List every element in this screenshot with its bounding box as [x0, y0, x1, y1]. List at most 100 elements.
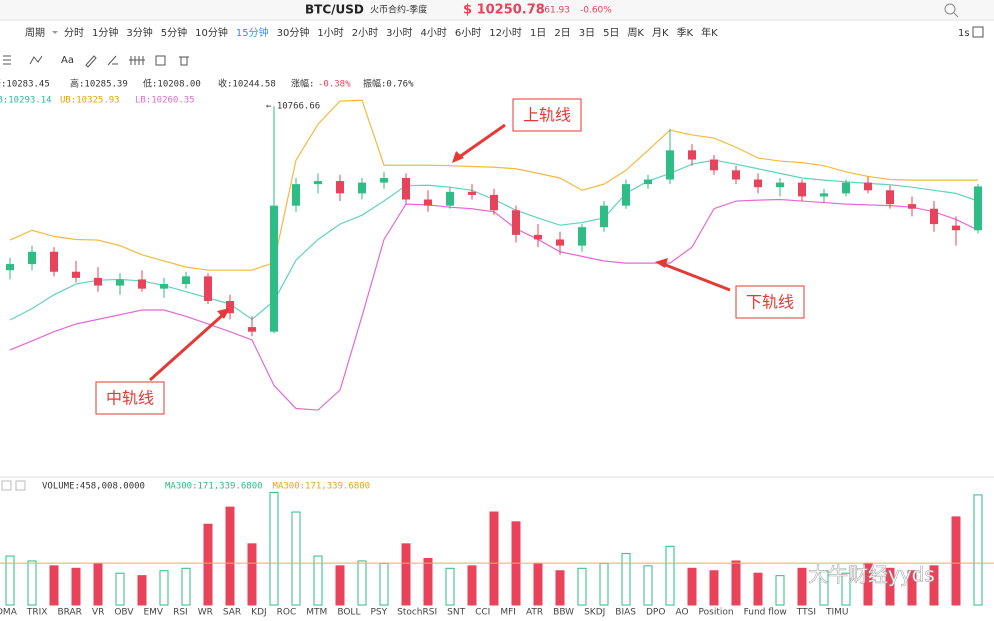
volume-bar	[731, 560, 741, 606]
indicator-tab[interactable]: PSY	[370, 608, 387, 618]
volume-legend: MA300:171,339.6800	[165, 482, 263, 492]
indicator-tab[interactable]: TIMU	[825, 608, 849, 618]
indicator-tab[interactable]: WR	[198, 608, 213, 618]
indicator-tab[interactable]: BIAS	[615, 608, 636, 618]
period-item[interactable]: 2小时	[352, 27, 378, 39]
indicator-tab[interactable]: BOLL	[337, 608, 360, 618]
volume-bar	[181, 567, 191, 606]
candle-body	[336, 181, 344, 194]
fullscreen[interactable]	[972, 26, 984, 38]
info-ub: UB:10325.93	[60, 96, 120, 106]
brush-tool[interactable]	[107, 55, 118, 66]
candle-body	[490, 194, 498, 211]
indicator-tab[interactable]: ROC	[277, 608, 297, 618]
period-item[interactable]: 1分钟	[92, 26, 118, 39]
period-item[interactable]: 30分钟	[277, 26, 310, 39]
indicator-tab[interactable]: DMA	[0, 608, 18, 618]
indicator-tab[interactable]: StochRSI	[397, 608, 437, 618]
period-item[interactable]: 5日	[603, 28, 619, 39]
indicator-tab[interactable]: MFI	[500, 608, 516, 618]
period-item[interactable]: 3日	[579, 28, 595, 39]
lock-tool[interactable]	[155, 55, 166, 66]
arrowhead	[217, 308, 230, 319]
annotation-box	[735, 285, 805, 319]
candle-body	[248, 327, 256, 332]
indicator-tab[interactable]: DPO	[646, 608, 665, 618]
period-item[interactable]: 6小时	[455, 27, 481, 39]
indicator-tab[interactable]: Fund flow	[744, 608, 787, 618]
candle-body	[72, 271, 80, 278]
search-icon[interactable]	[944, 3, 956, 15]
period-item[interactable]: 3分钟	[126, 26, 152, 39]
pen-tool[interactable]	[85, 55, 97, 68]
candle-body	[820, 193, 828, 197]
indicator-tab[interactable]: ATR	[526, 608, 543, 618]
candle-body	[776, 182, 784, 188]
indicator-tab[interactable]: KDJ	[251, 608, 267, 618]
period-item[interactable]: 10分钟	[195, 26, 228, 39]
period-item[interactable]: 1日	[530, 28, 546, 39]
volume-bar	[5, 555, 15, 606]
indicator-tab[interactable]: Position	[699, 608, 734, 618]
delete-tool[interactable]	[179, 56, 189, 66]
candle-body	[6, 264, 14, 271]
period-right[interactable]: 1s	[958, 28, 970, 39]
indicator-tab[interactable]: CCI	[475, 608, 490, 618]
volume-bar	[247, 543, 257, 606]
info-change: -0.38%	[318, 80, 351, 90]
volume-bar	[533, 562, 543, 606]
indicator-tab[interactable]: EMV	[143, 608, 163, 618]
period-item[interactable]: 5分钟	[161, 26, 187, 39]
indicator-tab[interactable]: MTM	[306, 608, 327, 618]
period-label[interactable]: 周期	[25, 27, 45, 39]
indicator-tab[interactable]: RSI	[173, 608, 188, 618]
candle-body	[424, 199, 432, 206]
indicator-tab[interactable]: SKDJ	[584, 608, 605, 618]
candle-body	[930, 208, 938, 225]
period-item[interactable]: 周K	[627, 27, 644, 39]
period-item[interactable]: 12小时	[489, 27, 522, 39]
candle-body	[402, 177, 410, 200]
candle-body	[380, 177, 388, 183]
period-item[interactable]: 3小时	[386, 27, 412, 39]
font-tool[interactable]: Aa	[61, 55, 74, 66]
candle-body	[974, 186, 982, 231]
period-item[interactable]: 月K	[652, 27, 669, 39]
volume-bar	[71, 567, 81, 606]
period-item[interactable]: 4小时	[420, 27, 446, 39]
indicator-tab[interactable]: OBV	[114, 608, 134, 618]
search-icon	[953, 12, 959, 18]
info-close: 收:10244.58	[218, 78, 276, 90]
indicator-tab[interactable]: BRAR	[57, 608, 81, 618]
volume-bar	[291, 511, 301, 606]
candle-body	[468, 191, 476, 195]
info-change-label: 涨幅:	[291, 78, 314, 90]
period-item[interactable]: 15分钟	[236, 26, 269, 39]
period-item[interactable]: 2日	[554, 28, 570, 39]
fib-tool[interactable]	[129, 56, 145, 65]
indicator-tab[interactable]: SNT	[447, 608, 465, 618]
indicator-tab[interactable]: SAR	[223, 608, 241, 618]
indicator-tab[interactable]: BBW	[553, 608, 574, 618]
menu-icon[interactable]	[3, 55, 11, 65]
indicator-tab[interactable]: TRIX	[26, 608, 48, 618]
indicator-tab[interactable]: VR	[92, 608, 104, 618]
period-item[interactable]: 年K	[701, 26, 718, 39]
arrowhead	[452, 151, 464, 163]
line-tool[interactable]	[29, 55, 43, 65]
period-item[interactable]: 分时	[64, 27, 84, 39]
annotation-middle: 中轨线	[106, 389, 154, 408]
close-icon[interactable]	[15, 480, 26, 491]
settings-icon[interactable]	[1, 480, 12, 491]
period-item[interactable]: 1小时	[317, 27, 343, 39]
period-item[interactable]: 季K	[677, 27, 694, 39]
volume-bar	[225, 506, 235, 606]
indicator-tab[interactable]: AO	[675, 608, 688, 618]
volume-bar	[797, 567, 807, 606]
candle-body	[666, 150, 674, 180]
volume-bar	[929, 565, 939, 606]
candle-body	[622, 184, 630, 206]
volume-bar	[489, 511, 499, 606]
indicator-tab[interactable]: TTSI	[796, 608, 816, 618]
volume-bar	[951, 516, 961, 606]
